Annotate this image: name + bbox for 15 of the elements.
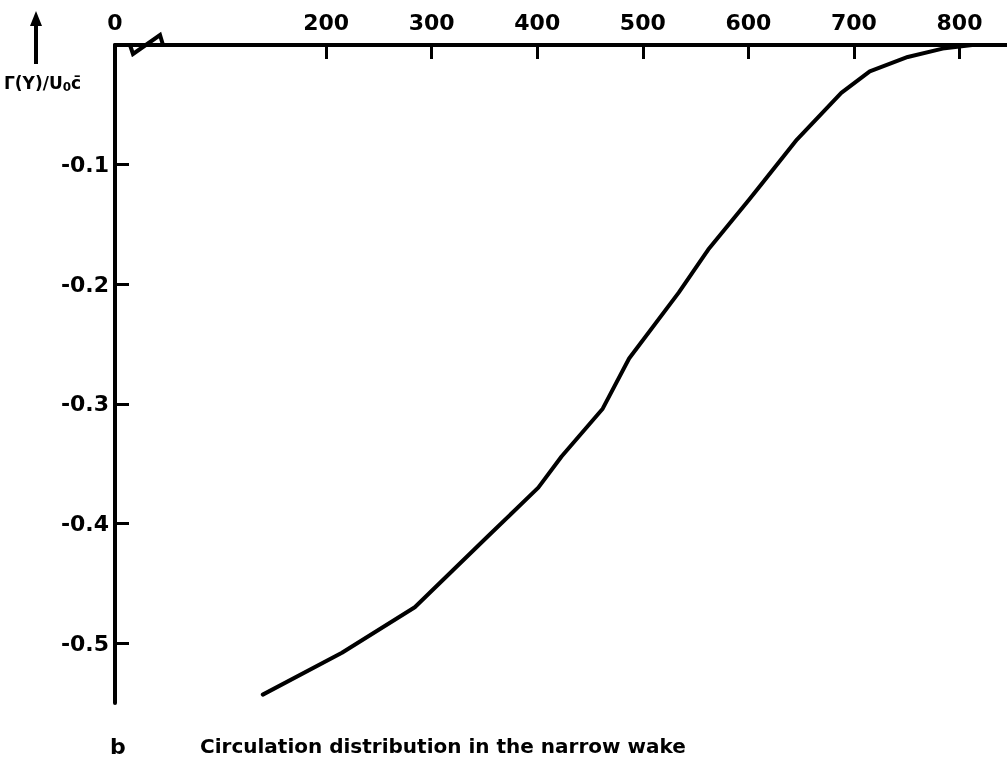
x-tick-label: 500	[619, 9, 666, 35]
x-tick-label: 600	[725, 9, 772, 35]
y-tick-label: -0.5	[60, 630, 109, 656]
x-tick-label: 800	[936, 9, 983, 35]
x-tick-label: 700	[830, 9, 877, 35]
text: b	[110, 733, 126, 759]
y-tick-label: -0.2	[60, 271, 109, 297]
x-tick-label: 300	[408, 9, 455, 35]
text: Circulation distribution in the narrow wake	[200, 734, 686, 758]
x-tick-label: 400	[514, 9, 561, 35]
y-tick-label: -0.4	[60, 511, 109, 537]
y-tick-label: -0.3	[60, 391, 109, 417]
y-tick-label: -0.1	[60, 152, 109, 178]
x-tick-label: 200	[303, 9, 350, 35]
x-tick-label: 0	[107, 9, 123, 35]
